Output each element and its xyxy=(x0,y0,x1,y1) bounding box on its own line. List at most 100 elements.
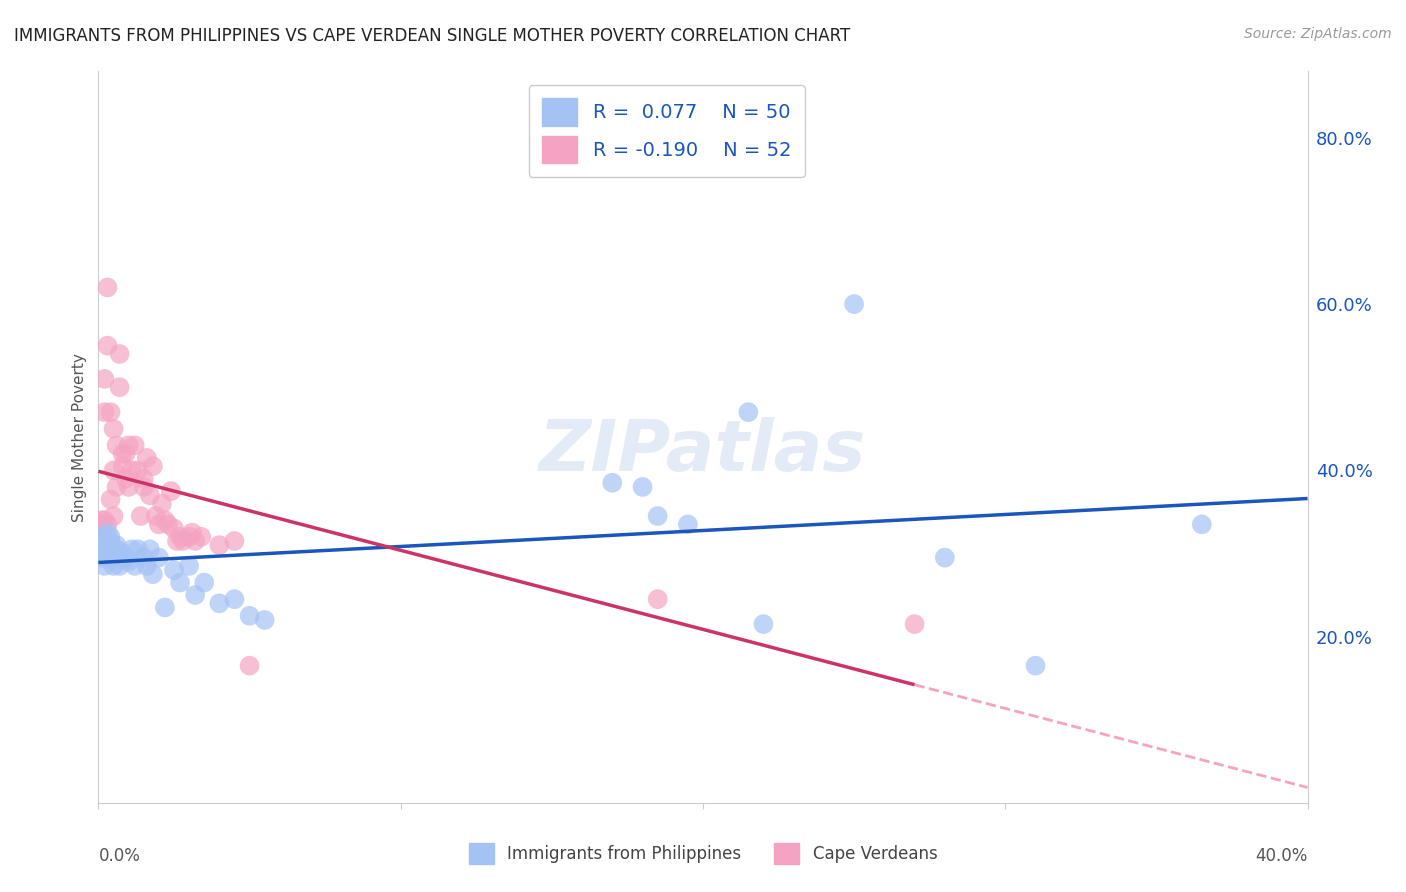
Point xyxy=(631,480,654,494)
Point xyxy=(179,558,201,573)
Text: ZIPatlas: ZIPatlas xyxy=(540,417,866,486)
Point xyxy=(96,338,118,352)
Point xyxy=(142,567,165,582)
Point xyxy=(105,538,128,552)
Point xyxy=(103,422,125,436)
Point xyxy=(127,542,149,557)
Point xyxy=(193,575,215,590)
Point xyxy=(100,492,122,507)
Point xyxy=(118,480,141,494)
Point xyxy=(179,530,201,544)
Point xyxy=(184,533,207,548)
Point xyxy=(124,438,146,452)
Point xyxy=(100,550,122,565)
Point xyxy=(139,488,162,502)
Point xyxy=(132,472,155,486)
Point xyxy=(103,558,125,573)
Y-axis label: Single Mother Poverty: Single Mother Poverty xyxy=(72,352,87,522)
Point xyxy=(208,538,231,552)
Legend: R =  0.077    N = 50, R = -0.190    N = 52: R = 0.077 N = 50, R = -0.190 N = 52 xyxy=(529,85,804,177)
Point xyxy=(114,550,136,565)
Point xyxy=(1024,658,1046,673)
Point xyxy=(96,517,118,532)
Text: 40.0%: 40.0% xyxy=(1256,847,1308,864)
Point xyxy=(114,472,136,486)
Point xyxy=(96,550,118,565)
Point xyxy=(647,509,669,524)
Point xyxy=(239,608,262,623)
Point xyxy=(253,613,276,627)
Point xyxy=(132,480,155,494)
Point xyxy=(127,463,149,477)
Point xyxy=(105,480,128,494)
Legend: Immigrants from Philippines, Cape Verdeans: Immigrants from Philippines, Cape Verdea… xyxy=(463,837,943,871)
Point xyxy=(93,546,115,560)
Point xyxy=(153,513,176,527)
Point xyxy=(752,617,775,632)
Point xyxy=(190,530,212,544)
Point xyxy=(239,658,262,673)
Point xyxy=(208,596,231,610)
Point xyxy=(114,447,136,461)
Point xyxy=(904,617,927,632)
Point xyxy=(602,475,624,490)
Point xyxy=(129,509,152,524)
Point xyxy=(103,550,125,565)
Point xyxy=(103,463,125,477)
Point xyxy=(111,447,134,461)
Point xyxy=(93,513,115,527)
Point xyxy=(111,459,134,474)
Point xyxy=(100,405,122,419)
Point xyxy=(166,533,188,548)
Point xyxy=(108,550,131,565)
Point xyxy=(844,297,866,311)
Point xyxy=(224,533,246,548)
Point xyxy=(153,600,176,615)
Point xyxy=(96,538,118,552)
Point xyxy=(934,550,956,565)
Point xyxy=(172,533,194,548)
Point xyxy=(118,438,141,452)
Point xyxy=(181,525,204,540)
Point xyxy=(160,484,183,499)
Point xyxy=(90,517,112,532)
Point xyxy=(96,280,118,294)
Point xyxy=(145,509,167,524)
Point xyxy=(1191,517,1213,532)
Point xyxy=(103,546,125,560)
Point xyxy=(93,405,115,419)
Point xyxy=(105,438,128,452)
Point xyxy=(139,542,162,557)
Point xyxy=(224,592,246,607)
Point xyxy=(124,558,146,573)
Point xyxy=(156,517,179,532)
Point xyxy=(90,550,112,565)
Point xyxy=(93,533,115,548)
Point xyxy=(108,347,131,361)
Point xyxy=(108,380,131,394)
Point xyxy=(184,588,207,602)
Point xyxy=(103,509,125,524)
Point xyxy=(737,405,759,419)
Point xyxy=(96,525,118,540)
Point xyxy=(135,450,157,465)
Point xyxy=(169,530,191,544)
Point xyxy=(169,575,191,590)
Point xyxy=(676,517,699,532)
Point xyxy=(647,592,669,607)
Point xyxy=(90,542,112,557)
Point xyxy=(108,558,131,573)
Point xyxy=(121,463,143,477)
Point xyxy=(90,530,112,544)
Point xyxy=(135,558,157,573)
Point xyxy=(100,533,122,548)
Point xyxy=(148,550,170,565)
Point xyxy=(132,550,155,565)
Point xyxy=(111,546,134,560)
Point xyxy=(90,517,112,532)
Point xyxy=(100,530,122,544)
Point xyxy=(150,497,173,511)
Point xyxy=(142,459,165,474)
Point xyxy=(93,558,115,573)
Point xyxy=(163,563,186,577)
